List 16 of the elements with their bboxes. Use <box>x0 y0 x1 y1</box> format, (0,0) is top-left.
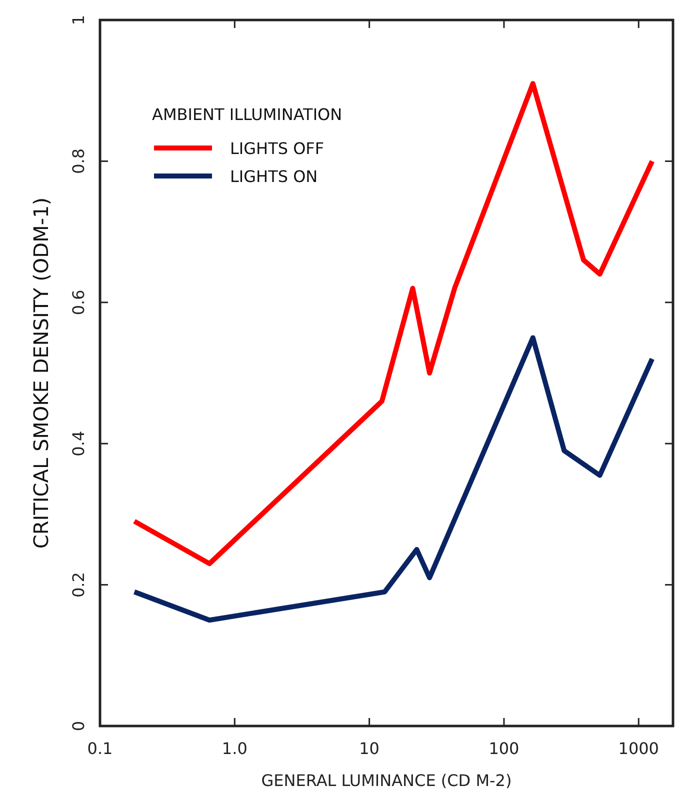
y-tick-label: 1 <box>69 14 88 26</box>
x-tick-label: 100 <box>488 739 520 758</box>
y-tick-label: 0.2 <box>69 572 88 598</box>
x-tick-label: 10 <box>359 739 380 758</box>
y-tick-label: 0.6 <box>69 290 88 316</box>
y-tick-label: 0.8 <box>69 148 88 174</box>
y-tick-label: 0.4 <box>69 430 88 456</box>
legend-label: LIGHTS OFF <box>230 139 324 158</box>
y-axis-title: CRITICAL SMOKE DENSITY (ODM-1) <box>29 197 53 549</box>
x-tick-label: 1.0 <box>222 739 248 758</box>
x-tick-label: 1000 <box>618 739 659 758</box>
y-tick-label: 0 <box>69 720 88 732</box>
legend-label: LIGHTS ON <box>230 167 318 186</box>
x-axis-title: GENERAL LUMINANCE (CD M-2) <box>261 771 512 790</box>
x-tick-label: 0.1 <box>87 739 113 758</box>
legend-title: AMBIENT ILLUMINATION <box>152 105 342 124</box>
